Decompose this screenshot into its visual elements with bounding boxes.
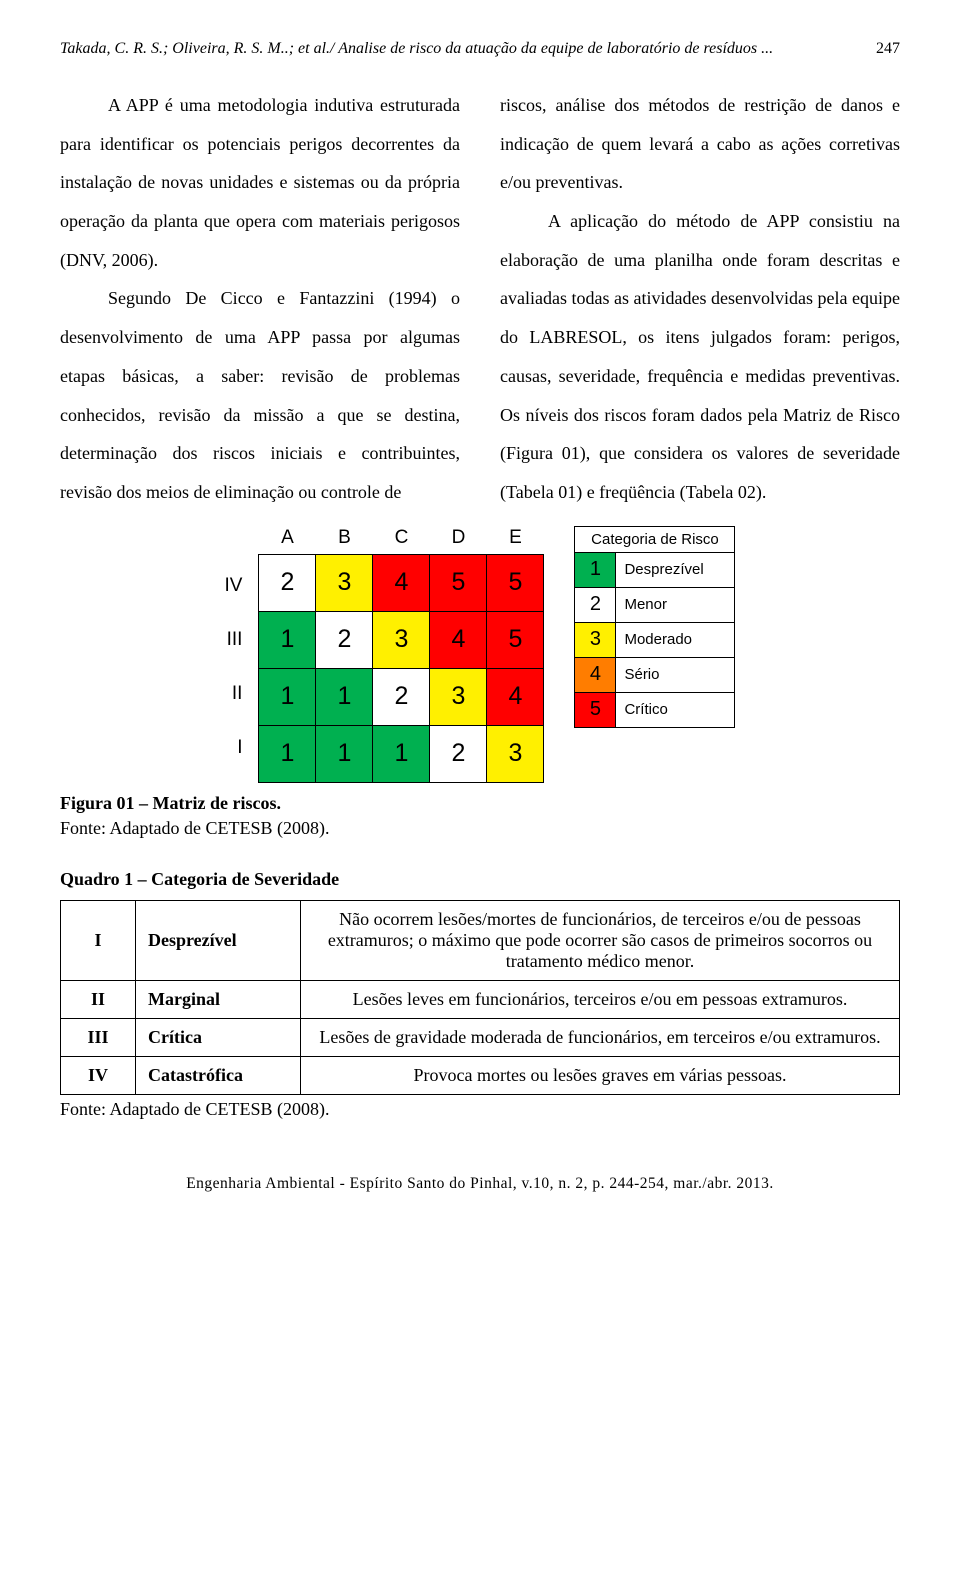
- severity-desc: Provoca mortes ou lesões graves em vária…: [301, 1056, 900, 1094]
- matrix-cell: 2: [430, 725, 487, 782]
- matrix-cell: 1: [316, 725, 373, 782]
- matrix-row-label: III: [225, 613, 251, 667]
- severity-desc: Lesões de gravidade moderada de funcioná…: [301, 1018, 900, 1056]
- matrix-cell: 5: [487, 554, 544, 611]
- paragraph: riscos, análise dos métodos de restrição…: [500, 86, 900, 202]
- caption-source: Fonte: Adaptado de CETESB (2008).: [60, 818, 329, 838]
- matrix-row-label: I: [225, 721, 251, 775]
- matrix-cell: 4: [430, 611, 487, 668]
- matrix-cell: 3: [373, 611, 430, 668]
- matrix-col-label: E: [487, 522, 544, 555]
- left-column: A APP é uma metodologia indutiva estrutu…: [60, 86, 460, 512]
- running-header: Takada, C. R. S.; Oliveira, R. S. M..; e…: [60, 40, 900, 58]
- figure-01: IVIIIIII ABCDE23455123451123411123 Categ…: [60, 522, 900, 783]
- matrix-cell: 4: [487, 668, 544, 725]
- severity-code: II: [61, 980, 136, 1018]
- matrix-cell: 5: [430, 554, 487, 611]
- risk-matrix: IVIIIIII ABCDE23455123451123411123: [225, 522, 545, 783]
- legend-swatch: 3: [575, 622, 616, 657]
- matrix-cell: 1: [373, 725, 430, 782]
- paragraph: A aplicação do método de APP consistiu n…: [500, 202, 900, 512]
- legend-swatch: 4: [575, 657, 616, 692]
- matrix-cell: 2: [373, 668, 430, 725]
- legend-label: Moderado: [616, 622, 735, 657]
- legend-swatch: 5: [575, 692, 616, 727]
- severity-desc: Lesões leves em funcionários, terceiros …: [301, 980, 900, 1018]
- severity-name: Marginal: [136, 980, 301, 1018]
- matrix-cell: 4: [373, 554, 430, 611]
- right-column: riscos, análise dos métodos de restrição…: [500, 86, 900, 512]
- severity-table: IDesprezívelNão ocorrem lesões/mortes de…: [60, 900, 900, 1095]
- matrix-row-labels: IVIIIIII: [225, 529, 251, 775]
- matrix-col-label: C: [373, 522, 430, 555]
- severity-name: Crítica: [136, 1018, 301, 1056]
- severity-desc: Não ocorrem lesões/mortes de funcionário…: [301, 900, 900, 980]
- legend-swatch: 1: [575, 552, 616, 587]
- matrix-row-label: IV: [225, 559, 251, 613]
- legend-label: Crítico: [616, 692, 735, 727]
- matrix-col-label: B: [316, 522, 373, 555]
- legend-label: Sério: [616, 657, 735, 692]
- matrix-cell: 1: [259, 611, 316, 668]
- figure-caption: Figura 01 – Matriz de riscos. Fonte: Ada…: [60, 791, 900, 841]
- running-title: Takada, C. R. S.; Oliveira, R. S. M..; e…: [60, 40, 773, 58]
- legend-swatch: 2: [575, 587, 616, 622]
- matrix-cell: 3: [487, 725, 544, 782]
- matrix-cell: 1: [259, 668, 316, 725]
- matrix-cell: 5: [487, 611, 544, 668]
- legend-title: Categoria de Risco: [575, 526, 735, 552]
- severity-code: IV: [61, 1056, 136, 1094]
- matrix-grid: ABCDE23455123451123411123: [258, 522, 544, 783]
- severity-name: Catastrófica: [136, 1056, 301, 1094]
- footer-citation: Engenharia Ambiental - Espírito Santo do…: [60, 1175, 900, 1193]
- legend-label: Menor: [616, 587, 735, 622]
- severity-code: I: [61, 900, 136, 980]
- matrix-cell: 1: [259, 725, 316, 782]
- severity-code: III: [61, 1018, 136, 1056]
- body-columns: A APP é uma metodologia indutiva estrutu…: [60, 86, 900, 512]
- matrix-cell: 3: [316, 554, 373, 611]
- caption-bold: Figura 01 – Matriz de riscos.: [60, 793, 281, 813]
- matrix-row-label: II: [225, 667, 251, 721]
- matrix-cell: 2: [316, 611, 373, 668]
- matrix-cell: 2: [259, 554, 316, 611]
- paragraph: Segundo De Cicco e Fantazzini (1994) o d…: [60, 279, 460, 511]
- severity-title: Quadro 1 – Categoria de Severidade: [60, 869, 900, 890]
- matrix-col-label: A: [259, 522, 316, 555]
- legend-label: Desprezível: [616, 552, 735, 587]
- paragraph: A APP é uma metodologia indutiva estrutu…: [60, 86, 460, 279]
- matrix-cell: 1: [316, 668, 373, 725]
- severity-name: Desprezível: [136, 900, 301, 980]
- page-number: 247: [876, 40, 900, 58]
- matrix-col-label: D: [430, 522, 487, 555]
- matrix-cell: 3: [430, 668, 487, 725]
- risk-legend: Categoria de Risco 1Desprezível2Menor3Mo…: [574, 526, 735, 728]
- severity-source: Fonte: Adaptado de CETESB (2008).: [60, 1099, 900, 1120]
